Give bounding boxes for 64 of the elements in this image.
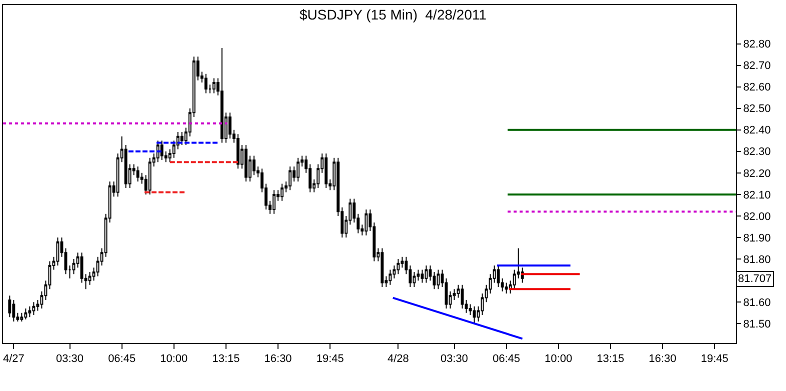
- y-tick-label: 81.60: [743, 296, 771, 309]
- candlestick: [496, 265, 500, 288]
- candlestick: [88, 271, 92, 286]
- candlestick: [244, 144, 248, 182]
- y-tick-label: 82.40: [743, 124, 771, 137]
- x-tick-label: 10:00: [160, 353, 188, 366]
- candlestick: [24, 308, 28, 320]
- x-tick-label: 4/27: [2, 353, 24, 366]
- candlestick: [20, 312, 24, 322]
- x-tick-label: 16:30: [648, 353, 676, 366]
- candlestick: [396, 258, 400, 275]
- chart-title: $USDJPY (15 Min) 4/28/2011: [299, 6, 487, 23]
- y-tick-label: 82.60: [743, 82, 771, 94]
- candlestick: [272, 190, 276, 214]
- candlestick: [32, 302, 36, 316]
- candlestick: [424, 265, 428, 284]
- x-tick-label: 10:00: [544, 353, 572, 366]
- y-tick-label: 82.30: [743, 146, 771, 158]
- candlestick: [460, 284, 464, 310]
- x-tick-label: 19:45: [700, 353, 728, 366]
- candlestick: [228, 112, 232, 139]
- candlestick: [324, 153, 328, 188]
- candlestick: [280, 183, 284, 202]
- annotation: 81.707: [738, 273, 772, 285]
- candlestick: [420, 269, 424, 284]
- y-tick-label: 82.70: [743, 60, 771, 72]
- x-tick-label: 13:15: [596, 353, 624, 366]
- x-tick-label: 19:45: [316, 353, 344, 366]
- y-tick-label: 82.00: [743, 210, 771, 223]
- candlestick: [288, 166, 292, 191]
- candlestick: [180, 132, 184, 146]
- x-tick-label: 4/28: [388, 353, 409, 366]
- candlestick: [388, 269, 392, 286]
- y-tick-label: 82.50: [743, 103, 771, 116]
- candlestick: [212, 78, 216, 94]
- candlestick: [68, 265, 72, 279]
- candlestick: [436, 269, 440, 290]
- candlestick: [504, 282, 508, 294]
- candlestick: [364, 209, 368, 236]
- y-tick-label: 82.10: [743, 189, 771, 202]
- y-tick-label: 81.80: [743, 254, 771, 266]
- x-tick-label: 16:30: [264, 353, 292, 366]
- candlestick: [380, 248, 384, 288]
- x-tick-label: 06:45: [492, 353, 520, 366]
- y-tick-label: 81.90: [743, 232, 771, 244]
- candlestick: [472, 306, 476, 324]
- candlestick: [160, 140, 164, 161]
- y-tick-label: 81.50: [743, 318, 771, 330]
- candlestick: [204, 73, 208, 94]
- x-tick-label: 13:15: [212, 353, 240, 366]
- candlestick: [296, 157, 300, 182]
- x-tick-label: 06:45: [108, 353, 136, 366]
- candlestick: [148, 157, 152, 195]
- x-tick-label: 03:30: [56, 353, 84, 366]
- candlestick: [8, 295, 12, 318]
- y-tick-label: 82.80: [743, 38, 771, 51]
- y-tick-label: 82.20: [743, 168, 771, 180]
- candlestick: [12, 299, 16, 322]
- candlestick: [236, 134, 240, 170]
- candlestick: [220, 48, 224, 144]
- candlestick: [56, 237, 60, 266]
- candlestick: [28, 306, 32, 318]
- candlestick: [136, 166, 140, 182]
- x-tick-label: 03:30: [440, 353, 468, 366]
